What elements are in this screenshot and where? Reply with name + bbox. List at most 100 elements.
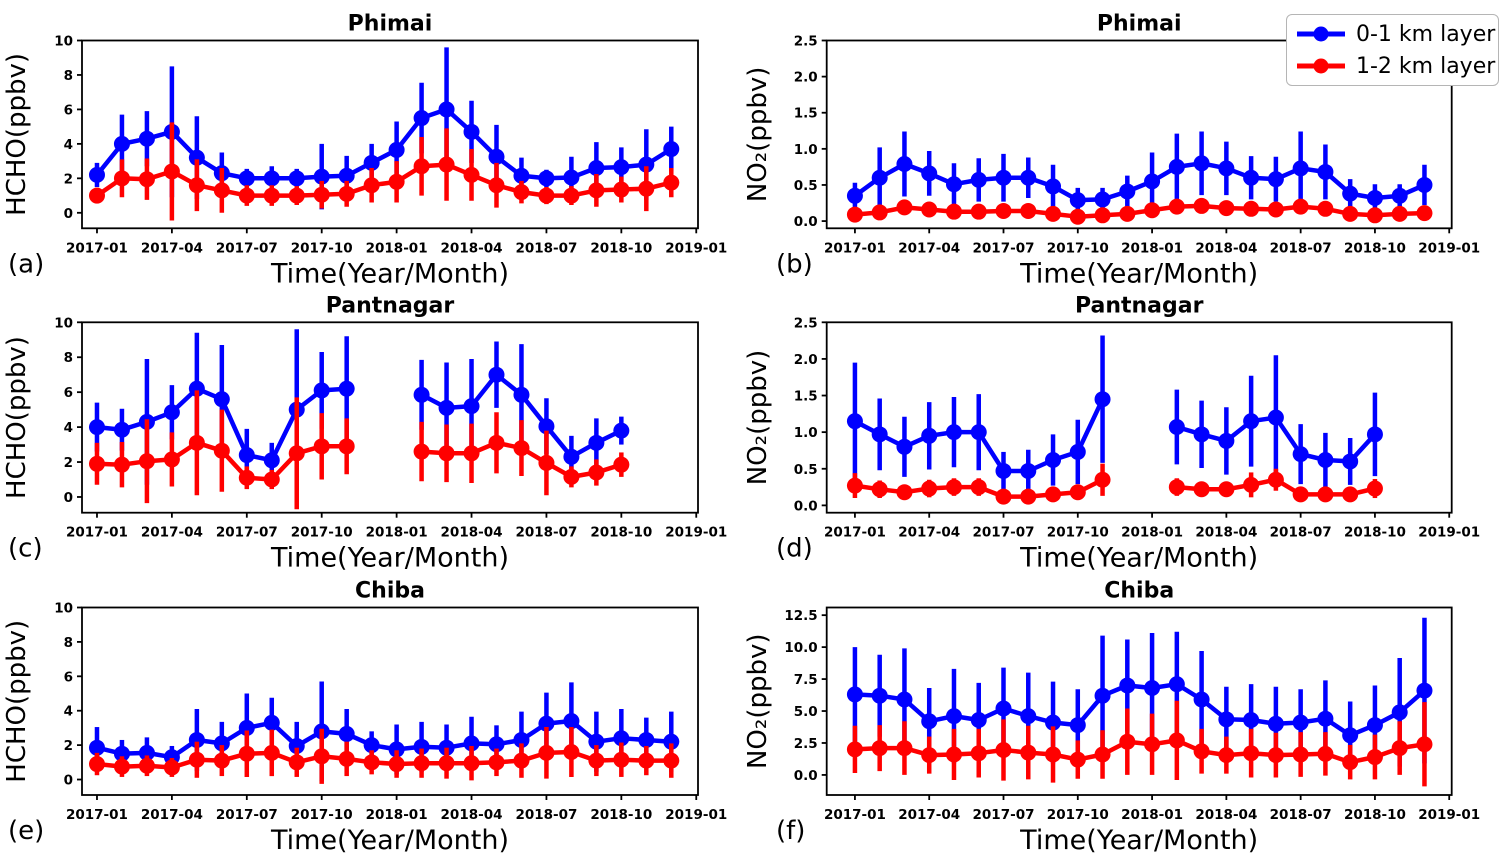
- data-point: [338, 725, 355, 742]
- x-tick-label: 2017-01: [824, 807, 886, 823]
- data-point: [488, 177, 505, 194]
- data-point: [113, 745, 130, 762]
- x-tick-label: 2018-07: [1270, 807, 1332, 823]
- data-point: [995, 202, 1012, 219]
- data-point: [1144, 736, 1161, 753]
- data-point: [138, 453, 155, 470]
- data-point: [213, 391, 230, 408]
- data-point: [188, 731, 205, 748]
- data-point: [1317, 486, 1334, 503]
- data-point: [921, 165, 938, 182]
- data-point: [1391, 704, 1408, 721]
- x-tick-label: 2017-01: [824, 525, 886, 541]
- y-tick-label: 12.5: [784, 608, 817, 624]
- data-point: [1416, 176, 1433, 193]
- data-point: [1317, 451, 1334, 468]
- x-tick-label: 2019-01: [665, 807, 727, 823]
- data-point: [413, 158, 430, 175]
- x-tick-label: 2017-10: [1047, 807, 1109, 823]
- x-axis-label: Time(Year/Month): [1019, 258, 1258, 289]
- data-point: [1267, 409, 1284, 426]
- data-point: [513, 752, 530, 769]
- x-tick-label: 2018-04: [441, 525, 503, 541]
- data-point: [1168, 732, 1185, 749]
- data-point: [896, 156, 913, 173]
- data-point: [1342, 727, 1359, 744]
- data-point: [945, 746, 962, 763]
- data-point: [1094, 687, 1111, 704]
- data-point: [970, 424, 987, 441]
- data-point: [1069, 443, 1086, 460]
- x-tick-label: 2017-04: [141, 525, 203, 541]
- panel-letter: (e): [8, 816, 44, 846]
- data-line: [94, 749, 674, 770]
- data-point: [213, 182, 230, 199]
- y-tick-label: 0: [64, 773, 73, 789]
- data-point: [1317, 710, 1334, 727]
- data-point: [413, 110, 430, 127]
- data-point: [921, 201, 938, 218]
- data-point: [1416, 205, 1433, 222]
- data-point: [438, 445, 455, 462]
- y-tick-label: 0.0: [794, 498, 818, 514]
- y-tick-label: 0.5: [794, 178, 818, 194]
- data-point: [238, 170, 255, 187]
- data-point: [88, 166, 105, 183]
- panel-b: Phimai Time(Year/Month) NO₂(ppbv) (b) 0.0 0.5…: [743, 12, 1480, 290]
- data-point: [1317, 200, 1334, 217]
- x-tick-label: 2017-07: [216, 240, 278, 256]
- data-point: [871, 481, 888, 498]
- data-point: [1168, 419, 1185, 436]
- data-point: [1168, 198, 1185, 215]
- data-point: [563, 468, 580, 485]
- axes-frame: [81, 321, 699, 514]
- data-point: [1069, 751, 1086, 768]
- data-point: [1045, 205, 1062, 222]
- x-tick-label: 2019-01: [1418, 807, 1480, 823]
- y-tick-label: 1.0: [794, 142, 818, 158]
- data-point: [1218, 481, 1235, 498]
- data-point: [363, 154, 380, 171]
- data-point: [1292, 714, 1309, 731]
- data-point: [163, 404, 180, 421]
- data-point: [313, 168, 330, 185]
- data-point: [438, 101, 455, 118]
- data-point: [538, 715, 555, 732]
- series-1-2km: [88, 727, 680, 784]
- data-point: [388, 173, 405, 190]
- panel-a: Phimai Time(Year/Month) HCHO(ppbv) (a) 0 2 4 6 8…: [2, 12, 727, 290]
- x-tick-label: 2018-04: [1195, 807, 1257, 823]
- data-point: [1267, 715, 1284, 732]
- data-point: [288, 187, 305, 204]
- y-tick-label: 2.0: [794, 70, 818, 86]
- data-point: [88, 455, 105, 472]
- data-point: [1317, 745, 1334, 762]
- y-tick-label: 10: [54, 601, 73, 617]
- data-line: [852, 738, 1427, 765]
- data-point: [638, 752, 655, 769]
- panel-f: Chiba Time(Year/Month) NO₂(ppbv) (f) 0.0 2.5 5…: [743, 579, 1480, 857]
- data-point: [563, 713, 580, 730]
- data-point: [463, 735, 480, 752]
- series-1-2km: [88, 390, 630, 510]
- y-tick-label: 0.0: [794, 768, 818, 784]
- data-point: [88, 419, 105, 436]
- x-tick-label: 2019-01: [1418, 240, 1480, 256]
- data-point: [1094, 471, 1111, 488]
- data-point: [113, 135, 130, 152]
- x-tick-label: 2017-07: [973, 525, 1035, 541]
- data-point: [1168, 676, 1185, 693]
- data-point: [613, 730, 630, 747]
- data-point: [538, 744, 555, 761]
- y-tick-label: 6: [64, 669, 73, 685]
- x-tick-label: 2018-01: [366, 525, 428, 541]
- x-tick-label: 2018-07: [1270, 240, 1332, 256]
- data-point: [1391, 187, 1408, 204]
- data-point: [1366, 749, 1383, 766]
- y-tick-label: 6: [64, 102, 73, 118]
- data-point: [363, 737, 380, 754]
- data-point: [1243, 711, 1260, 728]
- data-point: [1020, 744, 1037, 761]
- data-point: [896, 740, 913, 757]
- data-point: [1069, 192, 1086, 209]
